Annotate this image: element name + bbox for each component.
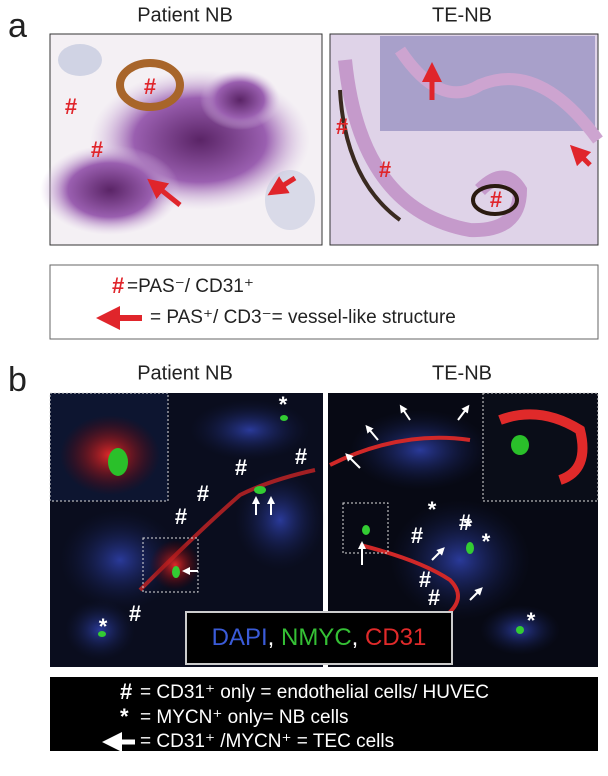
panel-label: a: [8, 7, 27, 45]
legend-box: [49, 264, 599, 340]
image-marker: *: [464, 514, 473, 539]
stain-dapi: DAPI: [212, 624, 268, 651]
image-marker: #: [459, 510, 471, 535]
legend-text: =PAS⁻/ CD31⁺: [127, 276, 254, 297]
separator: ,: [268, 624, 281, 651]
image-marker: *: [99, 614, 108, 639]
legend-box: [50, 677, 598, 751]
image-marker: #: [419, 567, 431, 592]
legend-symbol: #: [120, 679, 132, 704]
legend-text: = MYCN⁺ only= NB cells: [140, 707, 349, 728]
stain-legend: [185, 611, 453, 665]
panel-title: Patient NB: [137, 362, 233, 384]
image-marker: #: [197, 481, 209, 506]
image-marker: *: [527, 608, 536, 633]
stain-cd31: CD31: [365, 624, 426, 651]
image-marker: #: [428, 585, 440, 610]
image-marker: *: [482, 529, 491, 554]
image-marker: *: [428, 497, 437, 522]
legend-text: = CD31⁺ only = endothelial cells/ HUVEC: [140, 682, 489, 703]
image-marker: #: [91, 137, 103, 162]
image-marker: #: [235, 455, 247, 480]
panel-title: TE-NB: [432, 4, 492, 26]
legend-text: = PAS⁺/ CD3⁻= vessel-like structure: [150, 307, 456, 328]
separator: ,: [352, 624, 365, 651]
panel-label: b: [8, 361, 27, 399]
image-marker: #: [490, 187, 502, 212]
panel-title: Patient NB: [137, 4, 233, 26]
micrograph: [40, 33, 323, 246]
micrograph: [329, 33, 603, 246]
stain-legend-text: DAPI, NMYC, CD31: [212, 624, 427, 651]
image-marker: #: [175, 504, 187, 529]
legend-text: = CD31⁺ /MYCN⁺ = TEC cells: [140, 731, 394, 752]
image-marker: *: [279, 392, 288, 417]
image-marker: #: [129, 601, 141, 626]
legend-symbol: #: [112, 273, 124, 298]
image-marker: #: [336, 114, 348, 139]
panel-title: TE-NB: [432, 362, 492, 384]
image-marker: #: [144, 74, 156, 99]
image-marker: #: [295, 444, 307, 469]
legend-symbol: *: [120, 704, 129, 729]
image-marker: #: [379, 157, 391, 182]
image-marker: #: [411, 523, 423, 548]
image-marker: #: [65, 94, 77, 119]
stain-nmyc: NMYC: [281, 624, 352, 651]
